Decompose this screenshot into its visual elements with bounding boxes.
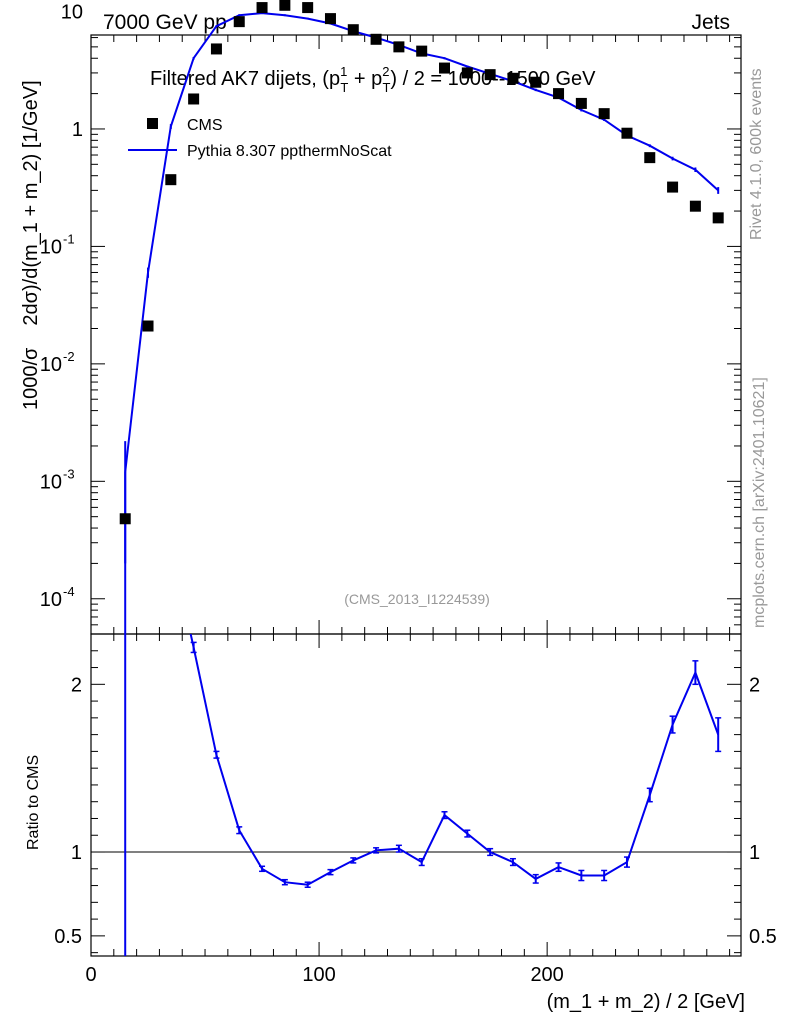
x-axis-label: (m_1 + m_2) / 2 [GeV] — [547, 991, 745, 1013]
cms-data-point — [210, 43, 222, 55]
mcplots-credit-label: mcplots.cern.ch [arXiv:2401.10621] — [751, 377, 768, 628]
header-right: Jets — [691, 11, 730, 34]
cms-data-point — [689, 200, 701, 212]
cms-data-point — [188, 93, 200, 105]
ratio-clipped-group — [124, 634, 722, 956]
cms-data-point — [279, 0, 291, 11]
cms-data-point — [347, 24, 359, 36]
main-y-tick-label: 10 — [61, 2, 83, 24]
main-y-tick-label: 10 — [40, 471, 62, 493]
cms-data-point — [439, 62, 451, 74]
cms-data-point — [553, 88, 565, 100]
ratio-y-tick-label: 2 — [71, 674, 82, 696]
cms-data-point — [302, 2, 314, 14]
main-y-tick-exponent: -4 — [63, 584, 75, 599]
main-y-tick-exponent: -2 — [63, 349, 75, 364]
cms-data-point — [712, 212, 724, 224]
cms-data-point — [484, 69, 496, 81]
cms-data-point — [507, 72, 519, 84]
main-y-tick-label: 10 — [40, 589, 62, 611]
cms-data-point — [165, 174, 177, 186]
legend-pythia-label: Pythia 8.307 ppthermNoScat — [187, 143, 392, 160]
cms-data-point — [119, 513, 131, 525]
ratio-y-axis-label: Ratio to CMS — [25, 755, 42, 850]
cms-data-point — [644, 152, 656, 164]
ratio-y-tick-label: 1 — [71, 842, 82, 864]
main-y-tick-exponent: -1 — [63, 231, 75, 246]
cms-data-point — [370, 33, 382, 45]
main-y-tick-label: 10 — [40, 236, 62, 258]
ratio-y-tick-label-right: 1 — [749, 842, 760, 864]
cms-data-point — [416, 45, 428, 57]
main-y-tick-label: 1 — [72, 119, 83, 141]
legend-cms-label: CMS — [187, 117, 223, 134]
cms-data-point — [256, 2, 268, 14]
pythia-series — [124, 12, 720, 634]
cms-data-point — [461, 67, 473, 79]
legend-cms-marker — [147, 118, 158, 129]
cms-data-point — [621, 127, 633, 139]
header-left: 7000 GeV pp — [103, 11, 227, 34]
cms-data-point — [598, 108, 610, 120]
main-y-axis-label: 1000/σ2dσ)/d(m_1 + m_2) [1/GeV] — [20, 80, 42, 410]
cms-data-point — [324, 13, 336, 25]
cms-data-point — [233, 16, 245, 28]
ratio-y-tick-label: 0.5 — [54, 926, 82, 948]
rivet-version-label: Rivet 4.1.0, 600k events — [748, 68, 765, 240]
chart-title: Filtered AK7 dijets, (p1 T + p2 T) / 2 = 1… — [150, 64, 596, 95]
ratio-plot-frame — [90, 633, 742, 957]
x-tick-label: 100 — [302, 964, 335, 986]
main-y-tick-label: 10 — [40, 354, 62, 376]
ratio-y-tick-label-right: 0.5 — [749, 926, 777, 948]
x-tick-label: 0 — [85, 964, 96, 986]
x-tick-label: 200 — [530, 964, 563, 986]
main-y-tick-exponent: -3 — [63, 466, 75, 481]
cms-data-point — [575, 97, 587, 109]
cms-series — [119, 0, 724, 525]
cms-data-point — [530, 76, 542, 88]
analysis-tag: (CMS_2013_I1224539) — [344, 591, 490, 607]
ratio-y-tick-label-right: 2 — [749, 674, 760, 696]
cms-data-point — [393, 41, 405, 53]
cms-data-point — [142, 320, 154, 332]
ratio-series — [124, 634, 722, 956]
cms-data-point — [667, 181, 679, 193]
